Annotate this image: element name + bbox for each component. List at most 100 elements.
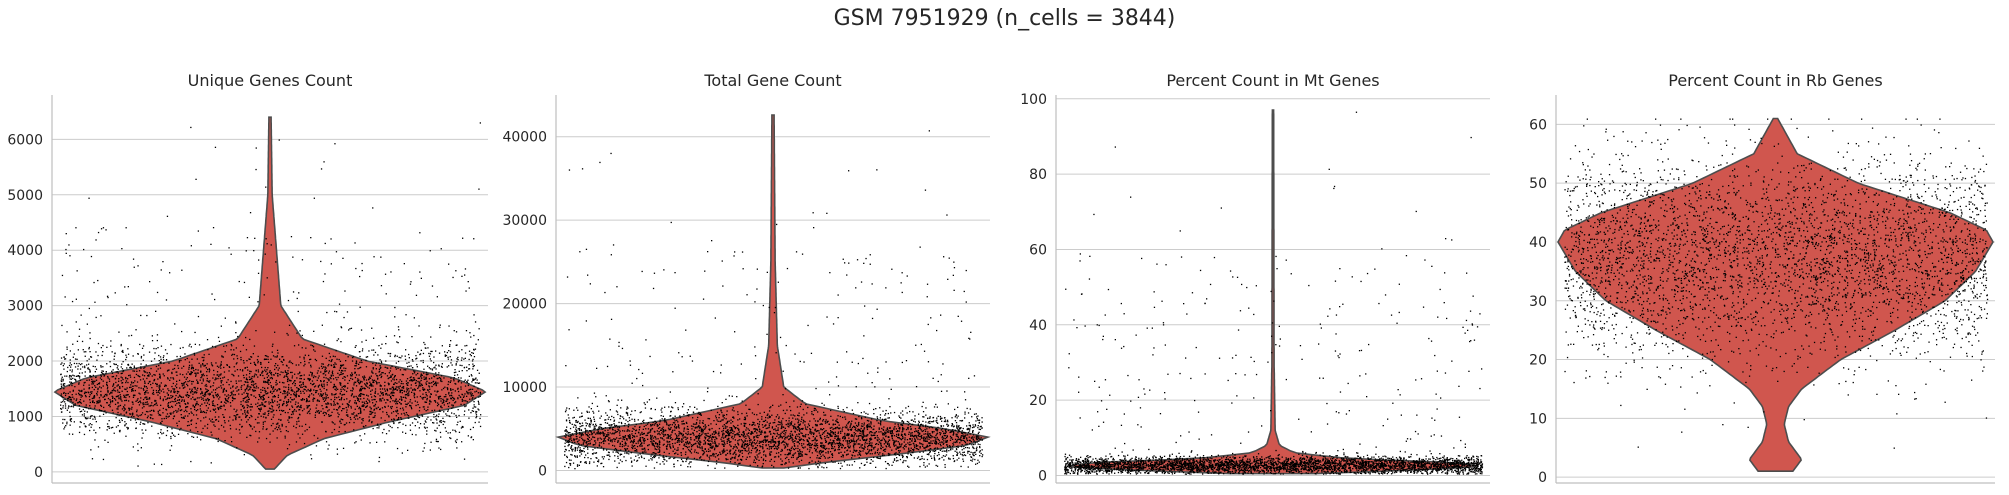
point [341,394,343,396]
point [195,426,197,429]
point [294,403,297,405]
point [822,454,824,456]
point [242,404,244,407]
point [174,323,176,325]
point [336,402,338,404]
point [176,425,179,427]
point [236,414,238,416]
point [921,434,923,437]
point [937,429,939,431]
point [947,403,949,405]
point [470,395,472,397]
point [479,391,481,394]
point [954,441,957,444]
point [153,393,155,395]
point [89,391,92,393]
point [389,355,391,357]
point [422,450,424,452]
point [300,362,302,364]
point [659,463,661,465]
point [401,452,403,454]
point [165,415,167,417]
point [69,415,71,418]
point [121,248,123,250]
point [111,390,113,392]
point [314,358,316,361]
point [220,387,223,389]
point [682,437,684,439]
point [395,398,397,401]
point [334,393,336,396]
point [581,422,584,424]
point [421,384,423,386]
point [161,463,163,466]
point [325,370,327,373]
point [356,397,358,399]
point [184,359,186,361]
point [694,449,696,451]
point [118,380,120,382]
y-tick-label: 4000 [7,243,43,259]
point [577,446,580,448]
point [959,451,961,453]
point [139,423,141,425]
point [685,438,687,441]
point [350,327,353,329]
point [154,400,156,402]
point [411,402,413,404]
point [966,425,968,427]
point [437,377,439,380]
point [410,380,413,382]
point [95,379,98,381]
point [276,437,278,439]
point [341,369,343,372]
point [734,427,736,429]
point [385,293,387,295]
point [115,381,117,384]
point [323,343,326,345]
point [448,402,451,404]
point [589,283,591,285]
point [121,408,124,410]
point [418,384,420,386]
point [313,389,315,391]
point [127,353,130,355]
point [125,435,127,437]
point [775,430,777,432]
point [724,443,726,445]
point [388,424,390,426]
point [264,380,267,383]
point [287,370,289,372]
point [614,424,616,426]
point [130,334,133,337]
point [84,406,86,408]
point [372,372,374,374]
point [277,396,279,398]
point [252,353,254,355]
point [151,414,153,416]
point [709,445,712,447]
point [405,382,408,385]
point [464,274,466,276]
point [288,367,290,369]
point [149,281,151,283]
point [578,439,580,441]
point [955,448,958,450]
point [66,348,68,350]
point [110,427,112,429]
point [755,378,757,380]
point [105,412,107,414]
point [62,378,64,380]
point [238,280,240,283]
point [267,381,269,383]
point [118,405,120,407]
point [284,435,286,437]
point [565,433,567,435]
point [456,424,458,426]
point [474,382,477,384]
point [345,414,348,416]
point [397,360,400,363]
point [926,453,928,455]
point [274,356,276,358]
point [88,379,90,381]
